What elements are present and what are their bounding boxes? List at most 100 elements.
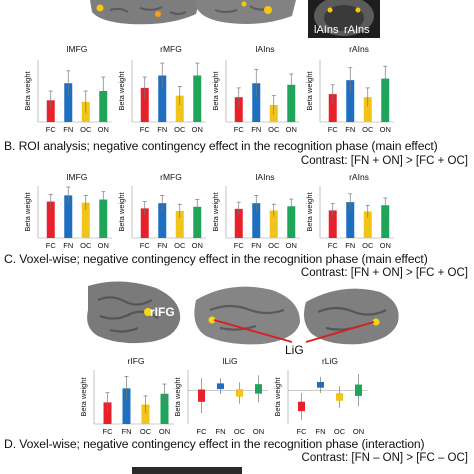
x-tick-label: ON (380, 241, 391, 250)
x-tick-label: OC (268, 241, 280, 250)
chart-title: lMFG (67, 44, 88, 54)
y-axis-label: Beta weight (211, 191, 220, 231)
bar-fn (122, 388, 131, 424)
x-tick-label: FC (197, 427, 208, 436)
x-tick-label: ON (192, 241, 203, 250)
y-axis-label: Beta weight (117, 70, 126, 110)
x-tick-label: ON (159, 427, 170, 436)
x-tick-label: ON (286, 241, 297, 250)
chart-title: rMFG (160, 44, 182, 54)
chart-panel-a-0: lMFG Beta weight FC FN OC ON (23, 44, 112, 134)
x-tick-label: FC (140, 125, 151, 134)
bar-on (99, 199, 108, 238)
x-tick-label: OC (80, 125, 92, 134)
bar-on (287, 84, 296, 122)
activation-blob (155, 11, 161, 17)
bar-oc (363, 211, 372, 238)
x-tick-label: OC (174, 125, 186, 134)
bar-oc (363, 97, 372, 122)
chart-panel-c-2: rLiG Beta weight FC FN OC ON (273, 356, 368, 436)
x-tick-label: ON (192, 125, 203, 134)
section-b-title: B. ROI analysis; negative contingency ef… (4, 139, 438, 153)
chart-title: lAIns (256, 44, 275, 54)
chart-title: lLiG (222, 356, 237, 366)
x-tick-label: OC (268, 125, 280, 134)
medial-left-brain-render (194, 286, 300, 345)
bar-on (355, 384, 362, 396)
chart-panel-b-0: lMFG Beta weight FC FN OC ON (23, 172, 112, 250)
bar-on (160, 393, 169, 424)
bar-fn (158, 75, 167, 122)
x-tick-label: FC (103, 427, 114, 436)
medial-right-brain-render (304, 288, 399, 345)
y-axis-label: Beta weight (273, 376, 282, 416)
x-tick-label: ON (380, 125, 391, 134)
section-c-title: C. Voxel-wise; negative contingency effe… (4, 252, 428, 266)
bar-on (255, 384, 262, 394)
chart-title: rAIns (349, 44, 369, 54)
inset-label-lains: lAIns (314, 24, 339, 36)
chart-title: rMFG (160, 172, 182, 182)
section-c-brains: rIFG LiG (87, 281, 399, 356)
y-axis-label: Beta weight (305, 70, 314, 110)
bar-fn (252, 203, 261, 238)
bar-on (381, 205, 390, 238)
x-tick-label: ON (98, 241, 109, 250)
x-tick-label: FN (251, 125, 261, 134)
x-tick-label: OC (140, 427, 152, 436)
bar-fc (46, 100, 55, 122)
bar-fn (317, 382, 324, 388)
x-tick-label: OC (234, 427, 246, 436)
bar-fc (103, 402, 112, 424)
lig-pointer-line (213, 319, 293, 343)
x-tick-label: FN (345, 241, 355, 250)
bar-oc (141, 404, 150, 424)
x-tick-label: OC (80, 241, 92, 250)
bar-fc (234, 208, 243, 238)
activation-blob (264, 6, 272, 14)
panel-c-charts: rIFG Beta weight FC FN OC ON lLiG Beta weight FC… (79, 356, 368, 436)
inset-label-rains: rAIns (344, 24, 370, 36)
x-tick-label: OC (174, 241, 186, 250)
section-b-contrast: Contrast: [FN + ON] > [FC + OC] (300, 155, 468, 167)
section-d-contrast: Contrast: [FN – ON] > [FC – OC] (301, 452, 468, 464)
lig-pointer-line (305, 321, 375, 343)
x-tick-label: ON (98, 125, 109, 134)
bar-fc (298, 401, 305, 412)
chart-panel-b-3: rAIns Beta weight FC FN OC ON (305, 172, 394, 250)
y-axis-label: Beta weight (117, 191, 126, 231)
x-tick-label: FC (297, 427, 308, 436)
bar-oc (236, 389, 243, 397)
bar-fc (234, 97, 243, 122)
chart-panel-a-3: rAIns Beta weight FC FN OC ON (305, 44, 394, 134)
top-brain-strip: lAIns rAIns (90, 0, 380, 38)
bar-fc (328, 210, 337, 238)
x-tick-label: FN (251, 241, 261, 250)
activation-blob (144, 308, 152, 316)
section-d-image-top-edge (132, 467, 242, 474)
chart-panel-c-1: lLiG Beta weight FC FN OC ON (173, 356, 268, 436)
activation-blob (208, 316, 216, 324)
x-tick-label: FC (234, 125, 245, 134)
x-tick-label: OC (334, 427, 346, 436)
bar-fn (346, 202, 355, 238)
bar-oc (81, 202, 90, 238)
chart-title: lAIns (256, 172, 275, 182)
lateral-brain-render: rIFG (87, 281, 181, 344)
activation-blob (96, 4, 104, 12)
activation-blob (241, 1, 247, 7)
bar-on (193, 206, 202, 238)
bar-fn (64, 83, 73, 122)
y-axis-label: Beta weight (305, 191, 314, 231)
y-axis-label: Beta weight (211, 70, 220, 110)
y-axis-label: Beta weight (23, 191, 32, 231)
chart-panel-b-1: rMFG Beta weight FC FN OC ON (117, 172, 206, 250)
x-tick-label: FN (63, 241, 73, 250)
chart-panel-b-2: lAIns Beta weight FC FN OC ON (211, 172, 300, 250)
bar-oc (269, 210, 278, 238)
activation-blob (372, 318, 380, 326)
chart-title: rIFG (128, 356, 145, 366)
x-tick-label: OC (362, 241, 374, 250)
chart-panel-a-2: lAIns Beta weight FC FN OC ON (211, 44, 300, 134)
bar-fc (46, 201, 55, 238)
